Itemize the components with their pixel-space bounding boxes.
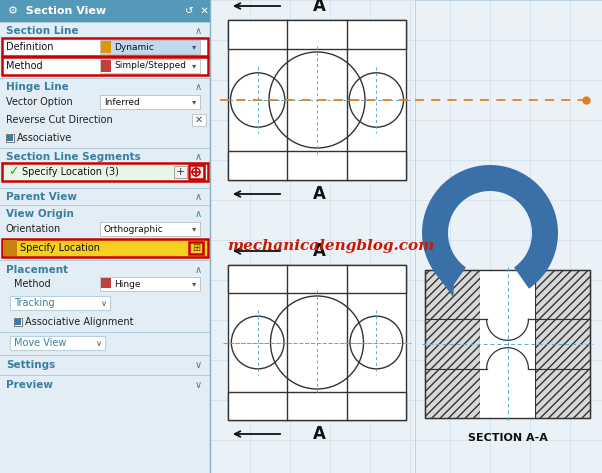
Bar — [425, 270, 480, 319]
Bar — [535, 368, 590, 418]
Bar — [228, 20, 406, 180]
Bar — [228, 265, 406, 420]
Bar — [228, 265, 406, 293]
Text: ▾: ▾ — [192, 97, 196, 106]
Bar — [425, 368, 480, 418]
Text: Section Line: Section Line — [6, 26, 78, 36]
Bar — [425, 319, 480, 368]
Text: ▾: ▾ — [192, 43, 196, 52]
Bar — [0, 0, 210, 22]
Text: Parent View: Parent View — [6, 192, 77, 202]
Bar — [101, 278, 111, 288]
Bar — [2, 239, 208, 257]
Text: ✕: ✕ — [195, 115, 203, 125]
Bar — [425, 270, 590, 418]
Text: Preview: Preview — [6, 380, 53, 390]
Bar — [101, 41, 111, 53]
Bar — [100, 222, 200, 236]
Bar — [100, 95, 200, 109]
Text: Tracking: Tracking — [14, 298, 55, 308]
Text: Dynamic: Dynamic — [114, 43, 154, 52]
Bar — [10, 336, 105, 350]
Text: Hinge Line: Hinge Line — [6, 82, 69, 92]
Text: ▾: ▾ — [192, 225, 196, 234]
Bar — [6, 134, 14, 142]
Text: Specify Location: Specify Location — [20, 243, 100, 253]
Bar — [189, 165, 204, 179]
Text: Hinge: Hinge — [114, 280, 140, 289]
Text: Method: Method — [6, 61, 43, 71]
Text: Placement: Placement — [6, 265, 68, 275]
Text: ∧: ∧ — [195, 26, 202, 36]
Text: Associative Alignment: Associative Alignment — [25, 317, 134, 327]
Bar — [189, 242, 203, 254]
Text: ✓: ✓ — [8, 166, 19, 178]
Bar — [15, 319, 21, 325]
Bar — [10, 296, 110, 310]
Bar — [7, 135, 13, 141]
Text: ▾: ▾ — [192, 280, 196, 289]
Text: Simple/Stepped: Simple/Stepped — [114, 61, 186, 70]
Bar — [228, 20, 406, 49]
Text: A: A — [312, 185, 326, 203]
Text: ▾: ▾ — [192, 61, 196, 70]
Text: Vector Option: Vector Option — [6, 97, 73, 107]
Text: ⚙  Section View: ⚙ Section View — [8, 6, 106, 16]
Text: ↺  ✕: ↺ ✕ — [185, 6, 209, 16]
Bar — [425, 270, 590, 418]
Bar — [14, 318, 22, 326]
Bar — [101, 60, 111, 72]
Bar — [415, 0, 602, 473]
Bar — [100, 59, 200, 73]
Bar — [192, 114, 206, 126]
Bar — [535, 270, 590, 319]
Text: ∧: ∧ — [195, 192, 202, 202]
Text: Settings: Settings — [6, 360, 55, 370]
Polygon shape — [422, 165, 558, 289]
Polygon shape — [433, 256, 455, 298]
Text: ∨: ∨ — [195, 360, 202, 370]
Text: ∧: ∧ — [195, 82, 202, 92]
Bar — [228, 392, 406, 420]
Bar — [174, 166, 187, 178]
Bar — [100, 40, 200, 54]
Bar — [2, 38, 208, 56]
Text: ∨: ∨ — [195, 380, 202, 390]
Text: Method: Method — [14, 279, 51, 289]
Text: ∧: ∧ — [195, 152, 202, 162]
Bar — [100, 277, 200, 291]
Bar — [3, 240, 17, 256]
Text: Section Line Segments: Section Line Segments — [6, 152, 141, 162]
Text: A: A — [312, 425, 326, 443]
Bar — [2, 57, 208, 75]
Text: Orthographic: Orthographic — [104, 225, 164, 234]
Bar — [480, 270, 535, 418]
Text: ∧: ∧ — [195, 265, 202, 275]
Text: Specify Location (3): Specify Location (3) — [22, 167, 119, 177]
Text: mechanicalengblog.com: mechanicalengblog.com — [228, 239, 435, 253]
Text: A: A — [312, 242, 326, 260]
Text: View Origin: View Origin — [6, 209, 74, 219]
Text: Inferred: Inferred — [104, 97, 140, 106]
Bar — [0, 0, 210, 473]
Bar — [535, 319, 590, 368]
Text: Associative: Associative — [17, 133, 72, 143]
Bar — [228, 151, 406, 180]
Text: ⊞: ⊞ — [192, 243, 200, 253]
Text: SECTION A-A: SECTION A-A — [468, 433, 547, 443]
Bar — [2, 163, 208, 181]
Text: ∨: ∨ — [101, 298, 107, 307]
Text: ∧: ∧ — [195, 209, 202, 219]
Text: ∨: ∨ — [96, 339, 102, 348]
Text: Reverse Cut Direction: Reverse Cut Direction — [6, 115, 113, 125]
Text: Orientation: Orientation — [6, 224, 61, 234]
Text: Move View: Move View — [14, 338, 66, 348]
Text: A: A — [312, 0, 326, 15]
Bar — [210, 0, 602, 473]
Text: +: + — [175, 167, 185, 177]
Text: Definition: Definition — [6, 42, 54, 52]
